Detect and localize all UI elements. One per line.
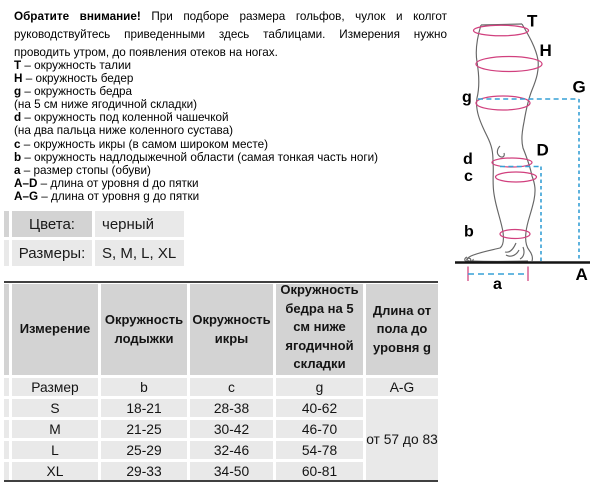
- svg-text:g: g: [462, 89, 472, 106]
- svg-text:a: a: [493, 276, 502, 293]
- svg-text:d: d: [463, 151, 473, 168]
- svg-text:T: T: [527, 12, 538, 31]
- svg-text:A: A: [576, 265, 588, 284]
- svg-text:b: b: [464, 224, 474, 241]
- svg-text:H: H: [540, 41, 552, 60]
- svg-text:c: c: [464, 168, 473, 185]
- svg-text:G: G: [573, 78, 586, 97]
- svg-text:D: D: [537, 141, 549, 160]
